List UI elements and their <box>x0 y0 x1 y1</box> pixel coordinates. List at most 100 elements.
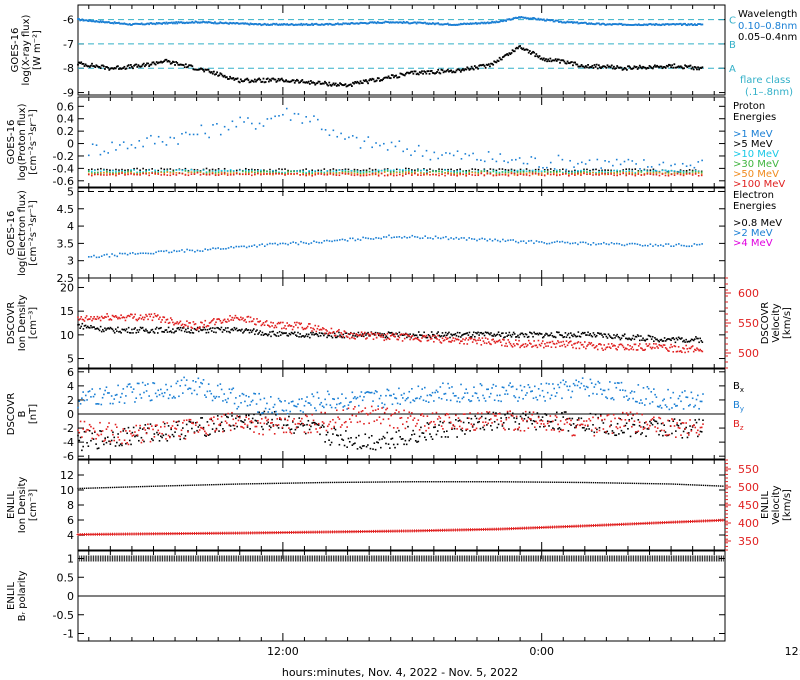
data-point <box>623 348 626 351</box>
data-point <box>368 333 370 336</box>
data-point <box>131 252 134 254</box>
data-point <box>106 66 109 69</box>
data-point <box>139 314 142 317</box>
data-point <box>471 174 474 176</box>
data-point <box>595 243 597 246</box>
data-point <box>558 170 561 173</box>
data-point <box>498 334 501 336</box>
data-point <box>462 170 464 173</box>
data-point <box>406 148 408 150</box>
data-point <box>487 22 490 25</box>
data-point <box>297 326 299 329</box>
data-point <box>197 330 200 333</box>
data-point <box>105 66 107 68</box>
data-point <box>126 65 129 67</box>
data-point <box>348 136 350 139</box>
data-point <box>170 428 172 431</box>
data-point <box>395 174 398 177</box>
data-point <box>115 173 117 175</box>
data-point <box>419 237 421 240</box>
data-point <box>201 417 204 419</box>
data-point <box>602 241 605 244</box>
data-point <box>121 170 123 172</box>
data-point <box>381 438 383 440</box>
data-point <box>324 129 327 131</box>
data-point <box>160 388 162 391</box>
data-point <box>581 65 584 68</box>
data-point <box>160 60 162 63</box>
data-point <box>122 328 125 331</box>
data-point <box>341 172 344 175</box>
data-point <box>516 169 519 172</box>
data-point <box>228 78 230 80</box>
data-point <box>458 331 461 334</box>
data-point <box>650 23 653 26</box>
data-point <box>154 172 157 175</box>
data-point <box>562 336 565 339</box>
data-point <box>649 346 652 349</box>
data-point <box>336 434 338 436</box>
data-point <box>424 235 427 237</box>
data-point <box>324 441 326 443</box>
data-point <box>169 136 172 139</box>
data-point <box>219 328 222 331</box>
data-point <box>361 399 364 402</box>
data-point <box>135 331 138 334</box>
data-point <box>630 339 632 341</box>
data-point <box>456 170 458 173</box>
data-point <box>582 332 585 335</box>
data-point <box>338 443 341 446</box>
data-point <box>545 345 547 348</box>
data-point <box>425 149 428 152</box>
data-point <box>113 316 116 318</box>
data-point <box>108 256 111 258</box>
data-point <box>390 236 393 239</box>
data-point <box>358 334 361 337</box>
data-point <box>497 331 500 333</box>
data-point <box>477 22 479 25</box>
data-point <box>670 66 672 69</box>
data-point <box>291 79 294 82</box>
data-point <box>433 400 435 402</box>
data-point <box>518 336 520 339</box>
data-point <box>499 341 502 343</box>
data-point <box>369 21 372 24</box>
data-point <box>359 80 362 83</box>
data-point <box>348 23 351 26</box>
data-point <box>436 332 438 335</box>
y-axis-label: GOES-16 <box>6 211 17 256</box>
data-point <box>505 332 507 334</box>
data-point <box>672 66 675 69</box>
data-point <box>421 334 423 337</box>
data-point <box>521 16 524 19</box>
data-point <box>571 417 574 420</box>
data-point <box>112 431 114 434</box>
data-point <box>297 79 299 82</box>
data-point <box>367 136 370 138</box>
data-point <box>220 173 223 175</box>
data-point <box>374 390 377 392</box>
data-point <box>269 78 271 81</box>
data-point <box>459 172 461 175</box>
data-point <box>247 23 250 26</box>
data-point <box>232 21 235 24</box>
data-point <box>235 417 237 420</box>
data-point <box>305 23 308 25</box>
data-point <box>233 79 236 81</box>
data-point <box>459 172 461 174</box>
data-point <box>348 83 351 86</box>
data-point <box>282 242 284 245</box>
data-point <box>586 168 588 171</box>
data-point <box>121 67 124 70</box>
data-point <box>431 438 434 440</box>
data-point <box>692 350 695 353</box>
data-point <box>246 316 249 318</box>
data-point <box>684 22 687 25</box>
data-point <box>569 332 572 334</box>
data-point <box>571 173 573 175</box>
data-point <box>281 168 283 171</box>
data-point <box>401 175 404 177</box>
data-point <box>201 382 204 385</box>
data-point <box>508 52 511 55</box>
data-point <box>243 245 245 248</box>
